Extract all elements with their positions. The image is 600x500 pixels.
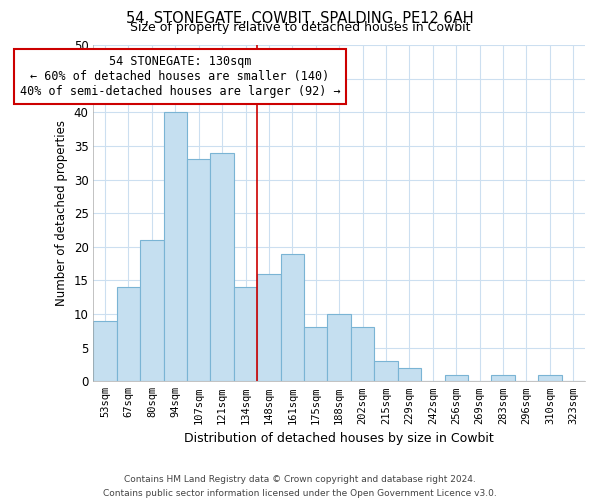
Bar — [374, 361, 398, 382]
Bar — [234, 287, 257, 382]
Text: Contains HM Land Registry data © Crown copyright and database right 2024.
Contai: Contains HM Land Registry data © Crown c… — [103, 476, 497, 498]
X-axis label: Distribution of detached houses by size in Cowbit: Distribution of detached houses by size … — [184, 432, 494, 445]
Bar — [328, 314, 351, 382]
Text: 54 STONEGATE: 130sqm
← 60% of detached houses are smaller (140)
40% of semi-deta: 54 STONEGATE: 130sqm ← 60% of detached h… — [20, 55, 340, 98]
Text: Size of property relative to detached houses in Cowbit: Size of property relative to detached ho… — [130, 21, 470, 34]
Bar — [117, 287, 140, 382]
Y-axis label: Number of detached properties: Number of detached properties — [55, 120, 68, 306]
Bar — [398, 368, 421, 382]
Bar — [491, 374, 515, 382]
Bar — [187, 160, 211, 382]
Text: 54, STONEGATE, COWBIT, SPALDING, PE12 6AH: 54, STONEGATE, COWBIT, SPALDING, PE12 6A… — [126, 11, 474, 26]
Bar — [304, 328, 328, 382]
Bar — [351, 328, 374, 382]
Bar — [445, 374, 468, 382]
Bar — [94, 321, 117, 382]
Bar — [211, 152, 234, 382]
Bar — [257, 274, 281, 382]
Bar — [164, 112, 187, 382]
Bar — [140, 240, 164, 382]
Bar — [538, 374, 562, 382]
Bar — [281, 254, 304, 382]
